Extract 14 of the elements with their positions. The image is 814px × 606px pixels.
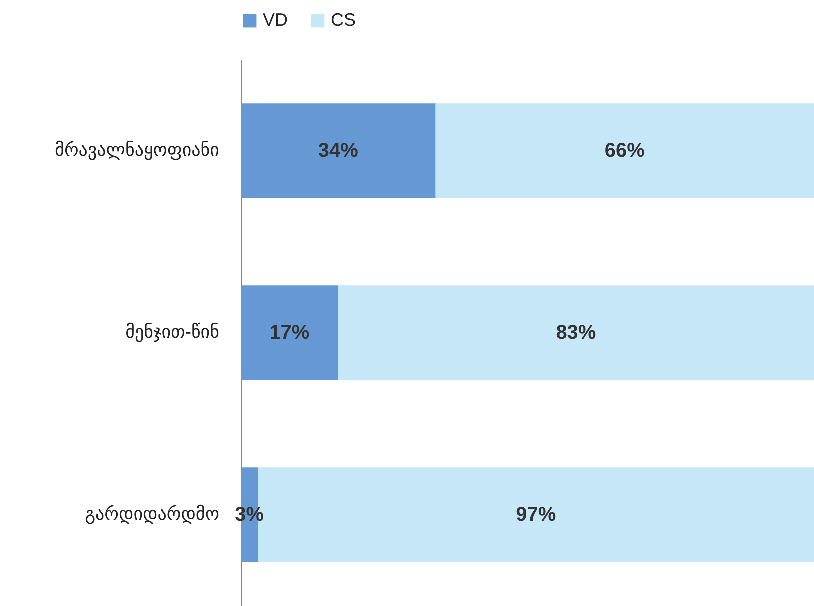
legend-label: CS <box>331 10 356 30</box>
legend-label: VD <box>263 10 288 30</box>
y-tick-label: მენჯით-წინ <box>126 322 220 343</box>
y-tick-label: მრავალნაყოფიანი <box>55 140 220 161</box>
bar <box>241 286 338 380</box>
data-label: 97% <box>516 504 556 526</box>
bar <box>241 104 436 198</box>
data-label: 66% <box>604 140 646 162</box>
data-label: 83% <box>556 322 596 344</box>
y-tick-label: გარდიდარდმო <box>85 504 220 525</box>
bar <box>436 104 814 198</box>
bar <box>338 286 814 380</box>
data-label: 34% <box>318 140 359 162</box>
data-label: 17% <box>270 322 310 344</box>
